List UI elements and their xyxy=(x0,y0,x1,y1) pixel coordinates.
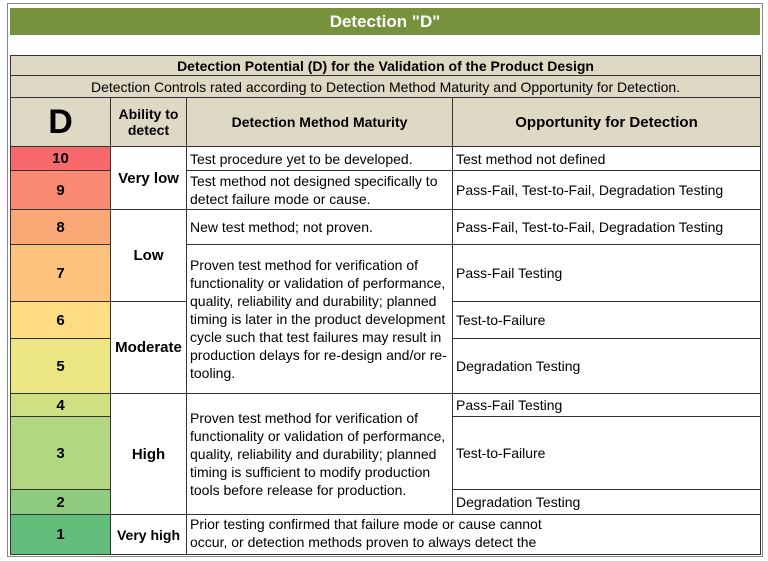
maturity: Proven test method for verification of f… xyxy=(186,244,453,394)
opportunity: Test method not defined xyxy=(451,146,762,171)
opportunity: Pass-Fail, Test-to-Fail, Degradation Tes… xyxy=(451,170,762,210)
ability: Very low xyxy=(110,146,187,210)
column-header: Ability to detect xyxy=(110,97,187,147)
subheading: Detection Controls rated according to De… xyxy=(9,75,762,98)
maturity: Test method not designed specifically to… xyxy=(186,170,453,210)
rank: 3 xyxy=(10,416,111,490)
rank: 7 xyxy=(10,244,111,302)
title-bar: Detection "D" xyxy=(10,8,760,35)
rank: 1 xyxy=(10,514,111,555)
opportunity: Degradation Testing xyxy=(451,489,762,515)
rank: 2 xyxy=(10,489,111,515)
ability: High xyxy=(110,393,187,515)
detection-table: Detection Potential (D) for the Validati… xyxy=(9,55,762,555)
column-header: Detection Method Maturity xyxy=(186,97,453,147)
heading: Detection Potential (D) for the Validati… xyxy=(9,55,762,76)
ability: Low xyxy=(110,209,187,302)
rank: 10 xyxy=(10,146,111,171)
maturity: New test method; not proven. xyxy=(186,209,453,245)
rank: 5 xyxy=(10,338,111,394)
column-header: Opportunity for Detection xyxy=(451,97,762,147)
maturity: Proven test method for verification of f… xyxy=(186,393,453,515)
column-header: D xyxy=(10,97,111,147)
rank: 9 xyxy=(10,170,111,210)
maturity: Prior testing confirmed that failure mod… xyxy=(190,516,542,550)
ability: Very high xyxy=(110,514,187,555)
rank: 6 xyxy=(10,301,111,339)
ability: Moderate xyxy=(110,301,187,394)
maturity: Test procedure yet to be developed. xyxy=(186,146,453,171)
rank: 4 xyxy=(10,393,111,417)
rank: 8 xyxy=(10,209,111,245)
opportunity: Test-to-Failure xyxy=(451,301,762,339)
opportunity: Pass-Fail Testing xyxy=(451,393,762,417)
opportunity: Degradation Testing xyxy=(451,338,762,394)
frame xyxy=(7,3,763,557)
opportunity: Test-to-Failure xyxy=(451,416,762,490)
opportunity: Pass-Fail Testing xyxy=(451,244,762,302)
opportunity: Pass-Fail, Test-to-Fail, Degradation Tes… xyxy=(451,209,762,245)
